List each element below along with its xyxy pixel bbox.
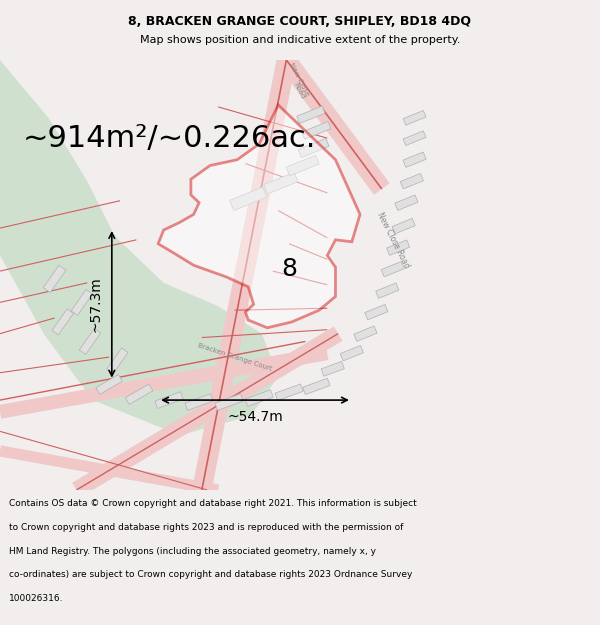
Text: 100026316.: 100026316. (9, 594, 64, 603)
Text: ~54.7m: ~54.7m (227, 410, 283, 424)
Bar (71, 289, 92, 316)
Bar (79, 329, 101, 354)
Bar (297, 106, 325, 124)
Bar (43, 265, 66, 292)
Text: to Crown copyright and database rights 2023 and is reproduced with the permissio: to Crown copyright and database rights 2… (9, 523, 403, 532)
Bar (321, 361, 344, 376)
Bar (245, 390, 273, 406)
Bar (52, 309, 73, 335)
Bar (230, 187, 266, 211)
Text: Map shows position and indicative extent of the property.: Map shows position and indicative extent… (140, 35, 460, 45)
Bar (376, 283, 399, 298)
Bar (365, 304, 388, 320)
Text: New Close: New Close (288, 62, 310, 97)
Bar (381, 261, 404, 277)
Text: ~57.3m: ~57.3m (89, 276, 103, 332)
Bar (302, 121, 331, 139)
Text: co-ordinates) are subject to Crown copyright and database rights 2023 Ordnance S: co-ordinates) are subject to Crown copyr… (9, 571, 412, 579)
Bar (403, 152, 426, 168)
Text: HM Land Registry. The polygons (including the associated geometry, namely x, y: HM Land Registry. The polygons (includin… (9, 547, 376, 556)
Polygon shape (0, 60, 278, 435)
Bar (392, 218, 415, 234)
Text: Contains OS data © Crown copyright and database right 2021. This information is : Contains OS data © Crown copyright and d… (9, 499, 417, 509)
Bar (155, 392, 183, 408)
Text: Road: Road (292, 82, 305, 101)
Text: 8, BRACKEN GRANGE COURT, SHIPLEY, BD18 4DQ: 8, BRACKEN GRANGE COURT, SHIPLEY, BD18 4… (128, 15, 472, 28)
Bar (264, 173, 298, 194)
Bar (395, 195, 418, 211)
Polygon shape (158, 105, 360, 328)
Text: 8: 8 (281, 257, 297, 281)
Text: New Close Road: New Close Road (375, 211, 410, 269)
Bar (298, 138, 329, 158)
Bar (403, 131, 426, 146)
Text: ~914m²/~0.226ac.: ~914m²/~0.226ac. (22, 124, 316, 152)
Bar (303, 378, 330, 394)
Bar (107, 348, 128, 374)
Text: Bracken Grange Court: Bracken Grange Court (197, 342, 272, 372)
Bar (400, 174, 424, 189)
Bar (215, 394, 243, 411)
Bar (96, 374, 122, 394)
Bar (340, 346, 364, 361)
Bar (354, 326, 377, 341)
Bar (403, 111, 426, 125)
Bar (275, 384, 303, 401)
Bar (286, 155, 319, 176)
Bar (125, 384, 153, 404)
Bar (185, 394, 213, 411)
Bar (386, 240, 410, 256)
